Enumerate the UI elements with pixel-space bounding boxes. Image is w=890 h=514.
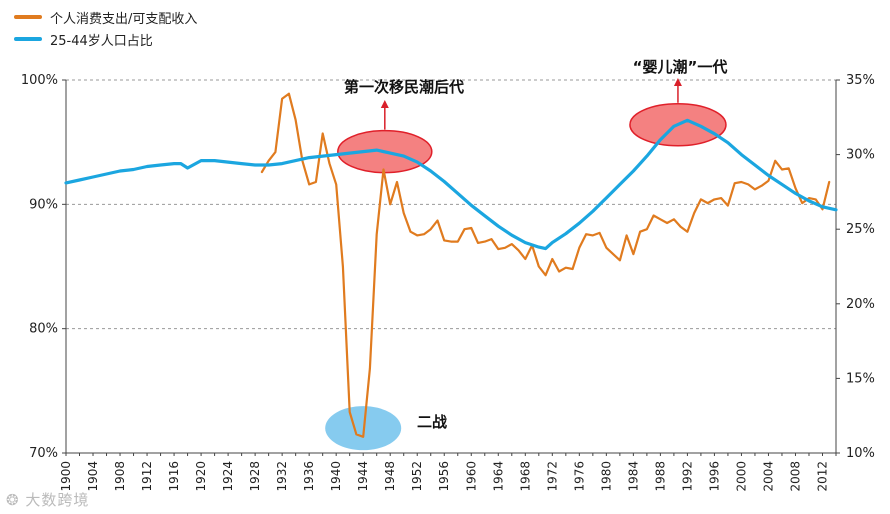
watermark-icon: ❂ xyxy=(6,491,20,509)
baby-boom-label: “婴儿潮”一代 xyxy=(633,58,728,76)
x-tick-label: 1936 xyxy=(302,461,316,492)
right-tick-label: 25% xyxy=(846,222,875,237)
x-tick-label: 1948 xyxy=(383,461,397,492)
x-tick-label: 1992 xyxy=(680,461,694,492)
x-tick-label: 1904 xyxy=(86,461,100,492)
legend-label-consumption: 个人消费支出/可支配收入 xyxy=(50,11,198,27)
right-tick-label: 35% xyxy=(846,73,875,88)
x-tick-label: 1900 xyxy=(59,461,73,492)
x-tick-label: 1940 xyxy=(329,461,343,492)
x-tick-label: 1908 xyxy=(113,461,127,492)
left-tick-label: 80% xyxy=(29,322,58,337)
wwii-label: 二战 xyxy=(417,413,447,431)
right-tick-label: 20% xyxy=(846,297,875,312)
x-tick-label: 1984 xyxy=(626,461,640,492)
x-tick-label: 1976 xyxy=(572,461,586,492)
consumption-series-line xyxy=(260,92,831,438)
x-tick-label: 1960 xyxy=(464,461,478,492)
legend-swatch-consumption xyxy=(14,15,42,19)
x-tick-label: 2004 xyxy=(761,461,775,492)
x-tick-label: 1912 xyxy=(140,461,154,492)
x-tick-label: 1928 xyxy=(248,461,262,492)
x-tick-label: 2000 xyxy=(734,461,748,492)
x-tick-label: 1916 xyxy=(167,461,181,492)
left-tick-label: 100% xyxy=(21,73,58,88)
x-tick-label: 2008 xyxy=(788,461,802,492)
left-tick-label: 70% xyxy=(29,446,58,461)
right-tick-label: 30% xyxy=(846,148,875,163)
x-tick-label: 2012 xyxy=(815,461,829,492)
legend-item-consumption: 个人消费支出/可支配收入 xyxy=(14,6,197,28)
x-tick-label: 1924 xyxy=(221,461,235,492)
x-tick-label: 1964 xyxy=(491,461,505,492)
watermark: ❂ 大数跨境 xyxy=(6,489,89,510)
watermark-text: 大数跨境 xyxy=(25,491,90,509)
boomer-echo-label: 第一次移民潮后代 xyxy=(344,78,464,96)
legend-item-population: 25-44岁人口占比 xyxy=(14,28,197,50)
baby-boom-arrow-head xyxy=(673,78,682,86)
x-tick-label: 1996 xyxy=(707,461,721,492)
x-tick-label: 1972 xyxy=(545,461,559,492)
x-tick-label: 1920 xyxy=(194,461,208,492)
x-tick-label: 1988 xyxy=(653,461,667,492)
x-tick-label: 1944 xyxy=(356,461,370,492)
x-tick-label: 1968 xyxy=(518,461,532,492)
right-tick-label: 10% xyxy=(846,446,875,461)
boomer-echo-arrow-head xyxy=(380,100,389,108)
legend: 个人消费支出/可支配收入 25-44岁人口占比 xyxy=(14,6,197,50)
x-tick-label: 1980 xyxy=(599,461,613,492)
x-tick-label: 1952 xyxy=(410,461,424,492)
population-series-line xyxy=(64,118,838,251)
legend-swatch-population xyxy=(14,37,42,41)
left-tick-label: 90% xyxy=(29,197,58,212)
x-tick-label: 1932 xyxy=(275,461,289,492)
x-tick-label: 1956 xyxy=(437,461,451,492)
legend-label-population: 25-44岁人口占比 xyxy=(50,33,153,49)
right-tick-label: 15% xyxy=(846,371,875,386)
